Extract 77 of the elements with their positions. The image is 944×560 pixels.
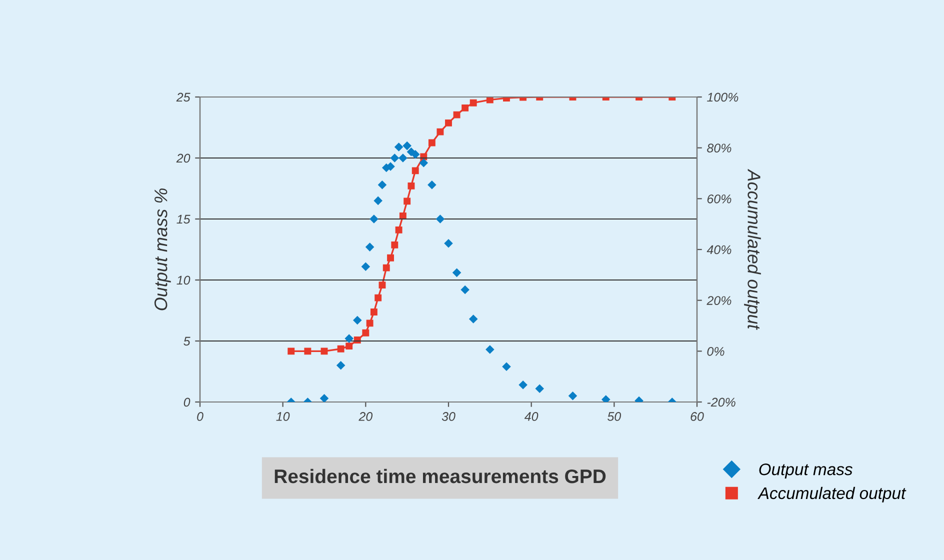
y2-tick-label: -20% bbox=[707, 398, 736, 407]
x-tick-label: 0 bbox=[197, 412, 204, 421]
x-tick-label: 50 bbox=[607, 412, 622, 421]
x-tick-label: 30 bbox=[442, 412, 456, 421]
point bbox=[428, 180, 436, 190]
point bbox=[445, 119, 452, 126]
point bbox=[470, 99, 477, 106]
point bbox=[337, 345, 344, 352]
point bbox=[568, 392, 578, 400]
y2-tick-label: 60% bbox=[707, 194, 732, 204]
point bbox=[304, 348, 312, 355]
legend-label: Output mass bbox=[759, 463, 852, 479]
y2-tick-label: 20% bbox=[706, 296, 732, 305]
point bbox=[486, 345, 494, 354]
point bbox=[462, 104, 469, 112]
point bbox=[390, 154, 400, 162]
point bbox=[412, 167, 419, 174]
point bbox=[444, 239, 453, 248]
y-axis-title: Output mass % bbox=[154, 188, 171, 310]
y-tick-label: 20 bbox=[176, 154, 190, 163]
x-tick-label: 60 bbox=[690, 412, 704, 421]
point bbox=[453, 111, 460, 118]
point bbox=[374, 196, 382, 206]
legend-label: Accumulated output bbox=[758, 486, 906, 502]
y2-tick-label: 40% bbox=[706, 245, 732, 254]
y2-tick-label: 100% bbox=[707, 92, 738, 102]
point bbox=[370, 214, 378, 224]
x-tick-label: 20 bbox=[358, 412, 373, 421]
point bbox=[398, 154, 408, 162]
point bbox=[404, 198, 411, 205]
point bbox=[354, 336, 361, 344]
point bbox=[452, 268, 462, 278]
point bbox=[408, 182, 415, 190]
point bbox=[374, 294, 382, 302]
point bbox=[320, 348, 328, 355]
point bbox=[346, 342, 353, 350]
point bbox=[361, 262, 370, 271]
point bbox=[320, 394, 329, 402]
point bbox=[436, 214, 445, 224]
y2-tick-label: 0% bbox=[707, 346, 724, 356]
point bbox=[366, 320, 374, 327]
y-tick-label: 5 bbox=[184, 336, 190, 346]
y-tick-label: 25 bbox=[176, 92, 190, 102]
x-tick-label: 10 bbox=[276, 412, 290, 421]
point bbox=[428, 139, 436, 146]
x-tick-label: 40 bbox=[524, 412, 538, 421]
point bbox=[362, 329, 370, 336]
point bbox=[502, 362, 511, 372]
point bbox=[344, 334, 354, 343]
point bbox=[394, 142, 404, 152]
point bbox=[468, 314, 478, 324]
y-tick-label: 0 bbox=[184, 398, 190, 407]
point bbox=[336, 361, 346, 370]
point bbox=[352, 316, 362, 325]
point bbox=[518, 380, 528, 390]
point bbox=[288, 348, 295, 355]
point bbox=[486, 97, 494, 104]
point bbox=[399, 212, 406, 220]
point bbox=[391, 241, 398, 248]
point bbox=[601, 395, 610, 402]
point bbox=[402, 141, 412, 150]
point bbox=[370, 308, 378, 316]
point bbox=[382, 264, 390, 272]
point bbox=[535, 384, 544, 393]
y-tick-label: 15 bbox=[176, 214, 190, 224]
point bbox=[436, 128, 444, 136]
text: Residence time measurements GPD bbox=[274, 468, 606, 484]
point bbox=[395, 226, 402, 234]
point bbox=[378, 282, 386, 289]
point bbox=[419, 158, 428, 168]
point bbox=[387, 254, 394, 262]
y2-tick-label: 80% bbox=[707, 144, 732, 152]
point bbox=[460, 285, 470, 294]
y2-axis-title: Accumulated output bbox=[744, 168, 761, 330]
point bbox=[365, 242, 374, 252]
point bbox=[378, 180, 387, 190]
y-tick-label: 10 bbox=[176, 276, 190, 285]
